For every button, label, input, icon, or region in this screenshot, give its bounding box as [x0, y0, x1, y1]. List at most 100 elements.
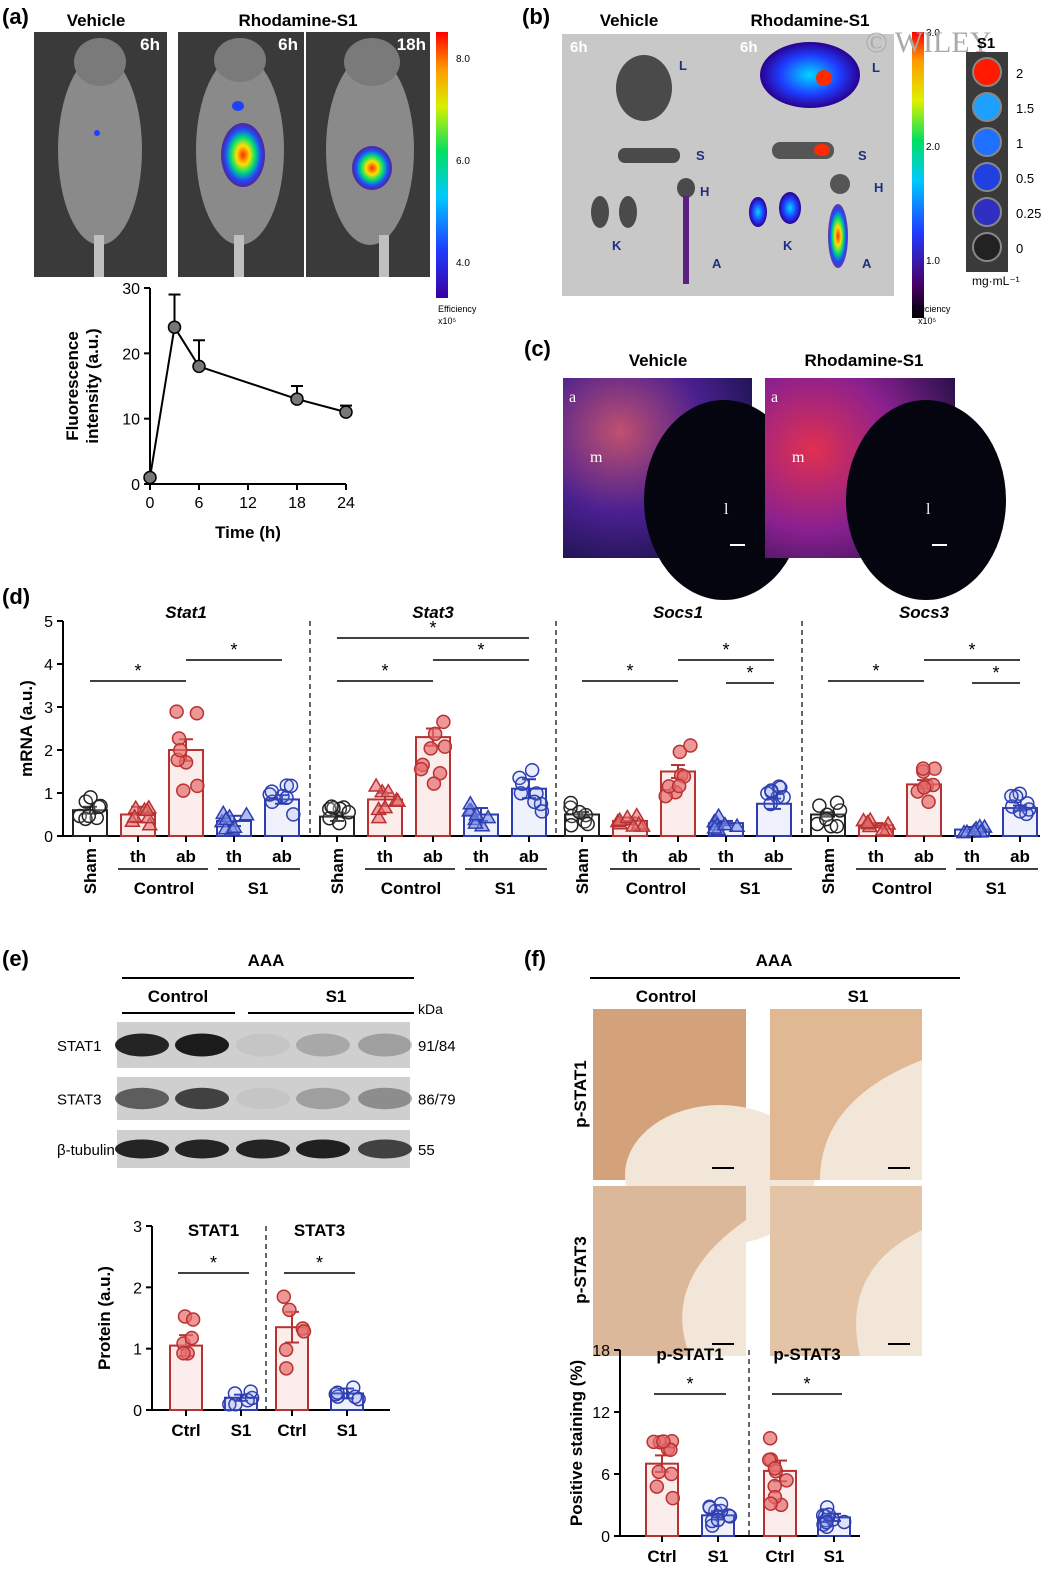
y-axis-label: Positive staining (%) [567, 1360, 586, 1526]
organ-letter: K [783, 238, 793, 253]
group-header: AAA [248, 951, 285, 970]
column-title-rhodamine: Rhodamine-S1 [750, 11, 869, 30]
individual-point [649, 1479, 665, 1494]
organ-letter: H [700, 184, 709, 199]
x-tick-label: S1 [824, 1547, 845, 1566]
column-title-s1: S1 [326, 987, 347, 1006]
individual-point [184, 1330, 200, 1346]
significance-mark: * [230, 640, 237, 660]
column-title-control: Control [148, 987, 208, 1006]
individual-point [324, 799, 339, 814]
individual-point [716, 816, 734, 831]
significance-mark: * [477, 640, 484, 660]
individual-point [702, 1499, 717, 1515]
individual-point [479, 809, 497, 824]
individual-point [651, 1464, 667, 1480]
mouse-image-rhodamine-6h [178, 32, 304, 277]
time-label: 6h [278, 35, 298, 54]
chart-title: STAT1 [188, 1221, 239, 1240]
blot-kda: 91/84 [418, 1038, 456, 1055]
individual-point [282, 1302, 297, 1318]
x-tick-label: Ctrl [765, 1547, 794, 1566]
y-tick-label: 0 [44, 829, 53, 846]
colorbar-label: Efficiency [912, 304, 951, 314]
individual-point [228, 1397, 243, 1412]
individual-point [238, 806, 255, 821]
colorbar-unit: x10⁵ [438, 316, 457, 326]
y-tick-label: 10 [122, 412, 140, 429]
individual-point [83, 790, 98, 805]
column-title-rhodamine: Rhodamine-S1 [804, 351, 923, 370]
individual-point [379, 783, 397, 798]
time-label: 6h [570, 39, 588, 56]
individual-point [1008, 789, 1024, 804]
individual-point [671, 778, 687, 794]
standard-well [972, 92, 1002, 122]
significance-mark: * [626, 661, 633, 681]
significance-mark: * [968, 640, 975, 660]
blot-band [358, 1087, 412, 1110]
x-tick-label: th [964, 847, 980, 866]
standard-concentration: 1.5 [1016, 101, 1034, 116]
x-tick-label: th [377, 847, 393, 866]
x-tick-label: ab [1010, 847, 1030, 866]
x-tick-label: th [226, 847, 242, 866]
blot-band [115, 1139, 169, 1159]
chart-title: Socs1 [653, 603, 703, 622]
standards-unit: mg·mL⁻¹ [972, 274, 1020, 288]
individual-point [389, 792, 407, 808]
standard-well [972, 232, 1002, 262]
blot-band [236, 1033, 290, 1057]
individual-point [829, 795, 845, 811]
individual-point [243, 1384, 258, 1399]
individual-point [185, 1312, 201, 1327]
panel-a: (a) Vehicle Rhodamine-S1 6h 6h 1 [2, 4, 477, 542]
column-title-vehicle: Vehicle [67, 11, 126, 30]
tissue-letter: a [771, 389, 778, 406]
individual-point [514, 776, 530, 792]
tissue-letter: l [926, 501, 931, 518]
individual-point [189, 705, 205, 721]
individual-point [672, 744, 688, 760]
x-tick-label: ab [764, 847, 784, 866]
standards-title: S1 [977, 35, 995, 52]
standard-concentration: 0.5 [1016, 171, 1034, 186]
staining-chart: 0 6 12 18 Positive staining (%) p-STAT1 Ctrl S1… [567, 1343, 860, 1566]
blot-row-label: STAT1 [57, 1038, 101, 1055]
significance-mark: * [686, 1374, 693, 1394]
panel-b: (b) Vehicle Rhodamine-S1 6h 6h L S H K [522, 4, 1041, 326]
individual-point [762, 1430, 778, 1446]
time-label: 18h [397, 35, 426, 54]
blot-band [236, 1087, 290, 1110]
data-point [290, 392, 304, 406]
y-tick-label: 3 [133, 1219, 142, 1236]
chart-title: p-STAT3 [773, 1345, 840, 1364]
organ-letter: A [712, 256, 722, 271]
blot-row-label: β-tubulin [57, 1142, 115, 1159]
group-label: Control [134, 879, 194, 898]
y-tick-label: 1 [44, 786, 53, 803]
panel-label: (a) [2, 4, 29, 29]
x-tick-label: th [868, 847, 884, 866]
significance-mark: * [803, 1374, 810, 1394]
blot-row-label: STAT3 [57, 1092, 101, 1109]
x-tick-label: th [130, 847, 146, 866]
individual-point [563, 800, 578, 815]
blot-band [115, 1033, 169, 1057]
data-point [143, 470, 157, 485]
individual-point [1004, 788, 1019, 804]
x-tick-label: S1 [231, 1421, 252, 1440]
colorbar-tick: 1.0 [926, 256, 940, 267]
individual-point [779, 1473, 794, 1488]
y-axis-label: mRNA (a.u.) [17, 680, 36, 777]
individual-point [331, 815, 347, 831]
blot-band [175, 1033, 229, 1057]
histology-image-rhodamine [765, 378, 1006, 600]
standard-concentration: 1 [1016, 136, 1023, 151]
x-tick-label: Ctrl [277, 1421, 306, 1440]
individual-point [563, 795, 579, 811]
colorbar-tick: 6.0 [456, 156, 470, 167]
x-tick-label: ab [914, 847, 934, 866]
individual-point [665, 1490, 681, 1506]
organ-letter: S [696, 148, 705, 163]
